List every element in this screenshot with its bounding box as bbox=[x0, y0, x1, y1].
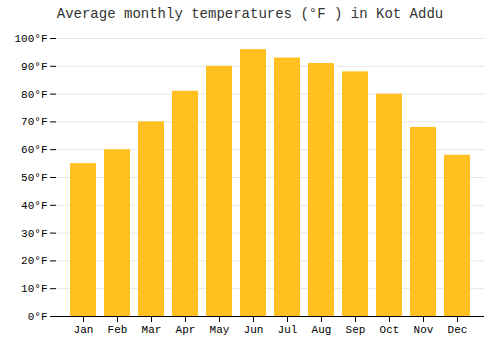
svg-text:10°F: 10°F bbox=[21, 283, 47, 295]
svg-text:80°F: 80°F bbox=[21, 89, 47, 101]
svg-text:90°F: 90°F bbox=[21, 61, 47, 73]
svg-text:30°F: 30°F bbox=[21, 228, 47, 240]
svg-text:Nov: Nov bbox=[414, 324, 434, 336]
svg-text:Jun: Jun bbox=[244, 324, 264, 336]
svg-text:20°F: 20°F bbox=[21, 255, 47, 267]
svg-text:100°F: 100°F bbox=[14, 33, 47, 45]
svg-text:Aug: Aug bbox=[312, 324, 332, 336]
svg-text:40°F: 40°F bbox=[21, 200, 47, 212]
svg-text:Dec: Dec bbox=[448, 324, 468, 336]
svg-text:70°F: 70°F bbox=[21, 116, 47, 128]
svg-text:60°F: 60°F bbox=[21, 144, 47, 156]
svg-text:Feb: Feb bbox=[108, 324, 128, 336]
svg-text:Apr: Apr bbox=[176, 324, 196, 336]
svg-text:May: May bbox=[210, 324, 230, 336]
svg-text:0°F: 0°F bbox=[28, 311, 48, 323]
svg-text:Mar: Mar bbox=[142, 324, 162, 336]
svg-text:50°F: 50°F bbox=[21, 172, 47, 184]
svg-text:Jan: Jan bbox=[74, 324, 94, 336]
svg-text:Sep: Sep bbox=[346, 324, 366, 336]
svg-text:Jul: Jul bbox=[278, 324, 298, 336]
svg-text:Oct: Oct bbox=[380, 324, 400, 336]
html-text:Average monthly temperatures (: Average monthly temperatures (°F ) in Ko… bbox=[56, 6, 444, 22]
